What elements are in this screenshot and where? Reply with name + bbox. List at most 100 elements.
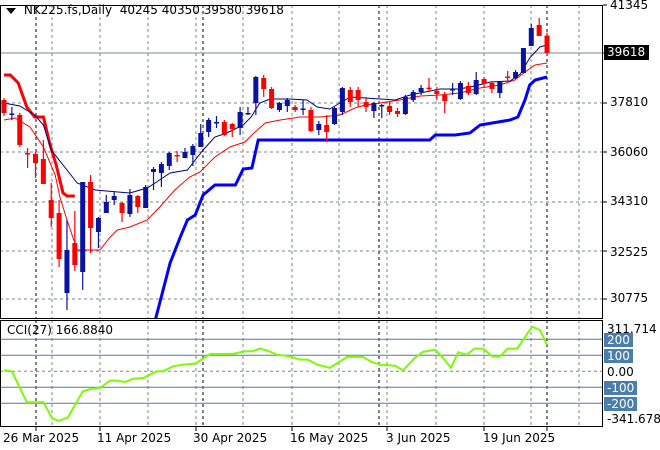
candle-body bbox=[316, 124, 322, 130]
candle-body bbox=[308, 110, 314, 131]
candle-body bbox=[276, 103, 282, 110]
candle-body bbox=[528, 28, 534, 46]
candle bbox=[308, 107, 314, 132]
candle bbox=[442, 92, 448, 113]
candle-body bbox=[158, 164, 164, 173]
date-label: 30 Apr 2025 bbox=[193, 431, 268, 445]
candle-body bbox=[284, 100, 290, 106]
candle bbox=[497, 81, 503, 98]
fast-ma-line bbox=[3, 44, 548, 194]
candle bbox=[332, 107, 338, 125]
candle bbox=[339, 87, 345, 115]
candle bbox=[520, 48, 526, 73]
candle bbox=[166, 152, 172, 170]
candle-body bbox=[513, 72, 519, 78]
candle bbox=[158, 162, 164, 187]
candle-body bbox=[206, 120, 212, 132]
candle-body bbox=[379, 105, 385, 107]
candle-body bbox=[166, 153, 172, 166]
open-value: 40245 bbox=[119, 3, 158, 17]
candle bbox=[276, 102, 282, 112]
candle bbox=[143, 185, 149, 208]
candle bbox=[410, 90, 416, 102]
candle bbox=[40, 140, 46, 184]
candle bbox=[536, 18, 542, 36]
triangle-down-icon[interactable] bbox=[6, 7, 16, 14]
candle-body bbox=[347, 90, 353, 102]
candle-body bbox=[174, 155, 180, 157]
candle bbox=[80, 182, 86, 290]
cci-level-label: 200 bbox=[604, 333, 633, 347]
close-value: 39618 bbox=[245, 3, 284, 17]
candle bbox=[198, 124, 204, 147]
candle bbox=[237, 107, 243, 135]
candle bbox=[513, 70, 519, 79]
candle bbox=[363, 97, 369, 112]
candle-body bbox=[72, 243, 78, 265]
candle-body bbox=[40, 159, 46, 184]
candle-body bbox=[355, 90, 361, 100]
candle-body bbox=[261, 78, 267, 89]
candle-body bbox=[103, 202, 109, 213]
candle-body bbox=[371, 103, 377, 111]
slow-ma-line bbox=[3, 62, 548, 251]
candle bbox=[182, 148, 188, 158]
candle-body bbox=[457, 83, 463, 99]
candle bbox=[221, 120, 227, 136]
candle-body bbox=[119, 203, 125, 213]
cci-zero-label: 0.00 bbox=[607, 365, 634, 379]
candle-body bbox=[143, 187, 149, 208]
candle bbox=[56, 200, 62, 267]
candle-body bbox=[127, 195, 133, 214]
candle bbox=[316, 121, 322, 135]
price-tick: 34310 bbox=[610, 194, 649, 208]
price-tick: 37810 bbox=[610, 95, 649, 109]
candle-body bbox=[56, 213, 62, 259]
candle-body bbox=[32, 154, 38, 163]
chart-header: NK225.fs,Daily 40245 40350 39580 39618 bbox=[6, 3, 284, 17]
candle-body bbox=[395, 111, 400, 114]
candle bbox=[190, 144, 196, 166]
candle-body bbox=[190, 146, 196, 155]
candle-body bbox=[48, 200, 54, 218]
cci-title: CCI(27) 166.8840 bbox=[7, 323, 113, 337]
date-label: 26 Mar 2025 bbox=[3, 431, 80, 445]
candle-body bbox=[151, 169, 157, 172]
candle bbox=[473, 72, 479, 95]
atr-stop-up-line bbox=[154, 75, 548, 318]
candle-body bbox=[245, 113, 251, 115]
candle-body bbox=[95, 218, 101, 232]
candle bbox=[387, 102, 393, 115]
candle bbox=[402, 95, 408, 115]
candle bbox=[127, 189, 133, 217]
last-price-label: 39618 bbox=[604, 45, 650, 60]
candle bbox=[347, 87, 353, 107]
candle-body bbox=[25, 153, 31, 155]
candle-body bbox=[135, 196, 141, 207]
candle bbox=[64, 220, 70, 310]
candle bbox=[434, 87, 440, 100]
candle-body bbox=[442, 95, 448, 101]
candle bbox=[418, 85, 424, 95]
cci-level-label: 100 bbox=[604, 349, 633, 363]
candle bbox=[245, 107, 251, 115]
cci-level-label: -200 bbox=[604, 397, 638, 411]
candle bbox=[395, 108, 400, 117]
candle-body bbox=[363, 102, 369, 107]
candle-body bbox=[300, 108, 306, 110]
candle bbox=[457, 81, 463, 100]
candle bbox=[465, 82, 471, 95]
date-label: 19 Jun 2025 bbox=[483, 431, 556, 445]
candle bbox=[261, 75, 267, 97]
cci-max-label: 311.714 bbox=[607, 322, 657, 336]
atr-stop-down-line bbox=[4, 73, 75, 198]
candle-body bbox=[489, 83, 495, 89]
high-value: 40350 bbox=[161, 3, 200, 17]
candle-body bbox=[9, 113, 15, 115]
candle bbox=[300, 100, 306, 115]
candle bbox=[355, 87, 361, 107]
candle bbox=[489, 81, 495, 93]
price-tick: 36060 bbox=[610, 145, 649, 159]
candle-body bbox=[434, 91, 440, 94]
